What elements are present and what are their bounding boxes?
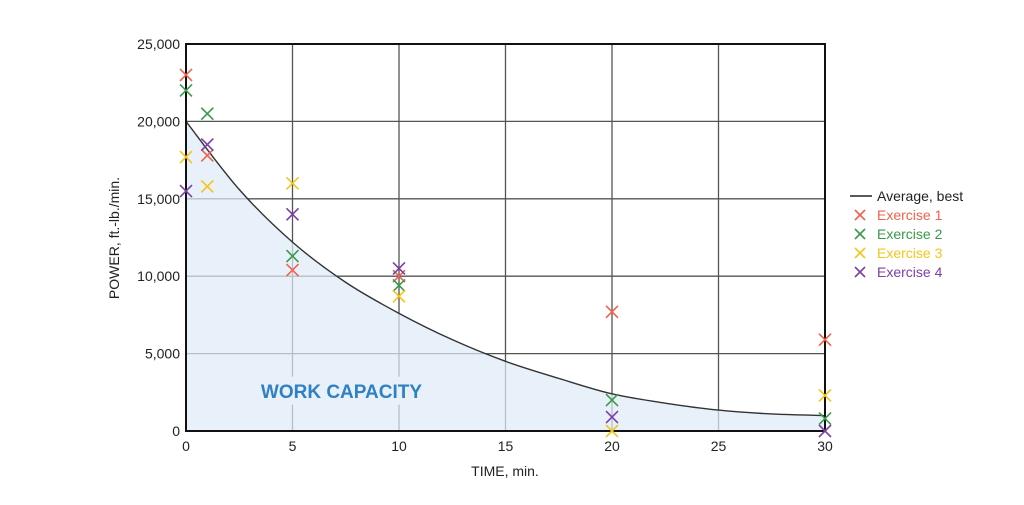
- data-point-x-marker: [200, 107, 214, 121]
- x-axis-ticks: 0 5 10 15 20 25 30: [182, 438, 833, 454]
- legend-label: Exercise 2: [877, 226, 943, 242]
- data-point-x-marker: [200, 179, 214, 193]
- data-point-x-marker: [200, 148, 214, 163]
- data-point-x-marker: [605, 410, 619, 424]
- legend-item: Average, best: [850, 188, 963, 204]
- data-point-x-marker: [605, 393, 619, 407]
- data-point-x-marker: [200, 138, 214, 152]
- data-point-x-marker: [818, 388, 832, 402]
- x-marker-icon: [854, 266, 866, 278]
- y-tick-label: 0: [172, 423, 180, 439]
- data-point-x-marker: [179, 150, 193, 164]
- legend-label: Exercise 3: [877, 245, 943, 261]
- data-point-x-marker: [605, 305, 619, 319]
- data-point-x-marker: [179, 68, 193, 82]
- data-point-x-marker: [818, 333, 832, 347]
- legend-item: Exercise 3: [854, 245, 943, 261]
- legend-item: Exercise 4: [854, 264, 943, 280]
- data-point-x-marker: [392, 261, 406, 276]
- x-marker-icon: [854, 247, 866, 259]
- legend-item: Exercise 2: [854, 226, 943, 242]
- data-point-x-marker: [285, 207, 300, 221]
- annotation: WORK CAPACITY: [246, 376, 437, 405]
- plot-border: [185, 43, 826, 432]
- x-tick-label: 30: [817, 438, 833, 454]
- data-point-x-marker: [392, 278, 406, 293]
- x-marker-icon: [854, 209, 866, 221]
- y-tick-label: 10,000: [137, 268, 180, 284]
- y-tick-label: 5,000: [145, 346, 180, 362]
- x-tick-label: 25: [711, 438, 727, 454]
- x-tick-label: 20: [604, 438, 620, 454]
- y-tick-label: 20,000: [137, 113, 180, 129]
- average-best-curve: [185, 120, 826, 417]
- x-tick-label: 0: [182, 438, 190, 454]
- data-point-x-marker: [285, 263, 300, 277]
- plot-frame: [185, 43, 826, 432]
- average-best-line: [185, 120, 826, 417]
- x-tick-label: 15: [498, 438, 514, 454]
- y-axis-title: POWER, ft.-lb./min.: [106, 177, 122, 299]
- grid-lines: [186, 44, 825, 431]
- y-tick-label: 25,000: [137, 36, 180, 52]
- legend: Average, best Exercise 1 Exercise 2 Exercis…: [850, 188, 963, 280]
- data-point-x-marker: [818, 412, 832, 426]
- x-tick-label: 5: [289, 438, 297, 454]
- legend-label: Exercise 1: [877, 207, 943, 223]
- legend-label: Average, best: [877, 188, 963, 204]
- x-marker-icon: [854, 228, 866, 240]
- y-tick-label: 15,000: [137, 191, 180, 207]
- legend-item: Exercise 1: [854, 207, 943, 223]
- data-point-x-marker: [285, 176, 300, 190]
- x-tick-label: 10: [391, 438, 407, 454]
- data-point-x-marker: [605, 424, 619, 438]
- legend-label: Exercise 4: [877, 264, 943, 280]
- data-point-x-marker: [179, 83, 193, 98]
- data-point-x-marker: [392, 289, 406, 303]
- y-axis-ticks: 0 5,000 10,000 15,000 20,000 25,000: [137, 36, 180, 439]
- data-markers: [179, 68, 832, 438]
- data-point-x-marker: [179, 184, 193, 198]
- work-capacity-label: WORK CAPACITY: [261, 382, 422, 403]
- data-point-x-marker: [285, 249, 300, 263]
- x-axis-title: TIME, min.: [471, 463, 539, 479]
- data-point-x-marker: [818, 424, 832, 438]
